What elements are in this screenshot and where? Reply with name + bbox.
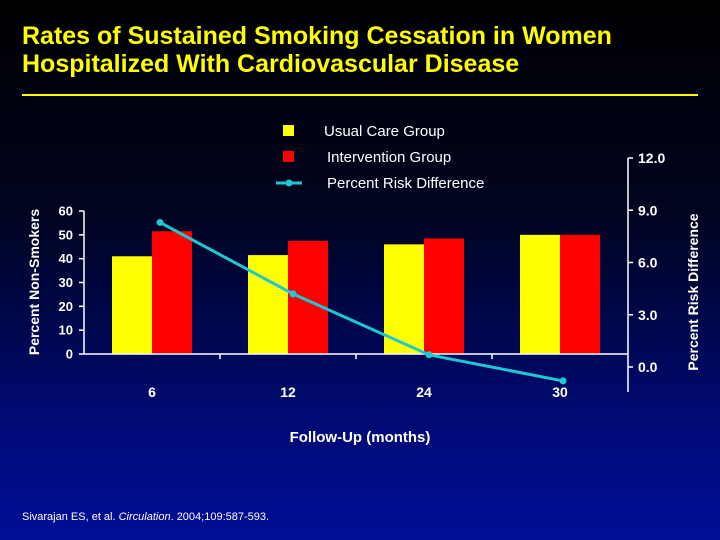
y2-tick-label-0.0: 0.0 (638, 359, 658, 375)
citation: Sivarajan ES, et al. Circulation. 2004;1… (22, 511, 269, 523)
bar-intervention-12 (288, 240, 328, 354)
title-divider (22, 94, 698, 96)
legend-swatch-1 (283, 151, 294, 162)
risk-difference-line (159, 221, 564, 383)
y-tick-label-10: 10 (59, 323, 73, 338)
legend-label-1: Intervention Group (327, 149, 451, 166)
y-tick-label-50: 50 (59, 227, 73, 242)
title-line-1: Rates of Sustained Smoking Cessation in … (22, 22, 612, 50)
axis-labels: Follow-Up (months) Percent Non-Smokers Per… (26, 209, 701, 446)
bars-group (112, 231, 600, 354)
risk-difference-point-6 (156, 218, 164, 226)
title-line-2: Hospitalized With Cardiovascular Disease (22, 50, 520, 78)
y-tick-label-20: 20 (59, 299, 73, 314)
citation-journal: Circulation (118, 511, 171, 523)
legend: Usual Care Group Intervention Group Percen… (276, 123, 484, 192)
legend-label-2: Percent Risk Difference (327, 175, 484, 192)
citation-prefix: Sivarajan ES, et al. (22, 511, 119, 523)
y2-tick-label-9.0: 9.0 (638, 202, 658, 218)
x-axis-title: Follow-Up (months) (290, 429, 431, 446)
risk-difference-point-30 (559, 377, 567, 385)
legend-label-0: Usual Care Group (324, 123, 445, 140)
bar-intervention-24 (424, 238, 464, 354)
x-tick-label-12: 12 (280, 384, 296, 400)
bar-intervention-30 (560, 234, 600, 354)
bar-usual-care-12 (248, 255, 288, 354)
y-axis-right-title: Percent Risk Difference (685, 213, 701, 370)
y-axis-left-title: Percent Non-Smokers (26, 209, 42, 355)
bar-intervention-6 (152, 231, 192, 354)
bar-usual-care-30 (520, 234, 560, 354)
x-tick-label-24: 24 (416, 384, 432, 400)
x-tick-label-6: 6 (148, 384, 156, 400)
bar-usual-care-24 (384, 244, 424, 354)
y2-tick-label-12.0: 12.0 (638, 150, 665, 166)
y-tick-label-0: 0 (66, 347, 73, 362)
slide-title: Rates of Sustained Smoking Cessation in … (22, 22, 702, 78)
y2-tick-label-6.0: 6.0 (638, 255, 658, 271)
legend-line-marker (285, 179, 293, 187)
risk-difference-point-24 (425, 351, 433, 359)
y-tick-label-40: 40 (59, 251, 73, 266)
y-tick-label-60: 60 (59, 204, 73, 219)
bar-usual-care-6 (112, 256, 152, 354)
citation-suffix: . 2004;109:587-593. (170, 511, 270, 523)
risk-difference-point-12 (289, 290, 297, 298)
x-tick-label-30: 30 (552, 384, 568, 400)
legend-swatch-0 (283, 125, 294, 136)
y-tick-label-30: 30 (59, 275, 73, 290)
risk-line-group (156, 218, 567, 385)
axes-group: 0 10 20 30 40 50 60 6 12 24 30 0.0 3.0 6.0 9.0 12.0 (59, 150, 666, 400)
y2-tick-label-3.0: 3.0 (638, 307, 658, 323)
